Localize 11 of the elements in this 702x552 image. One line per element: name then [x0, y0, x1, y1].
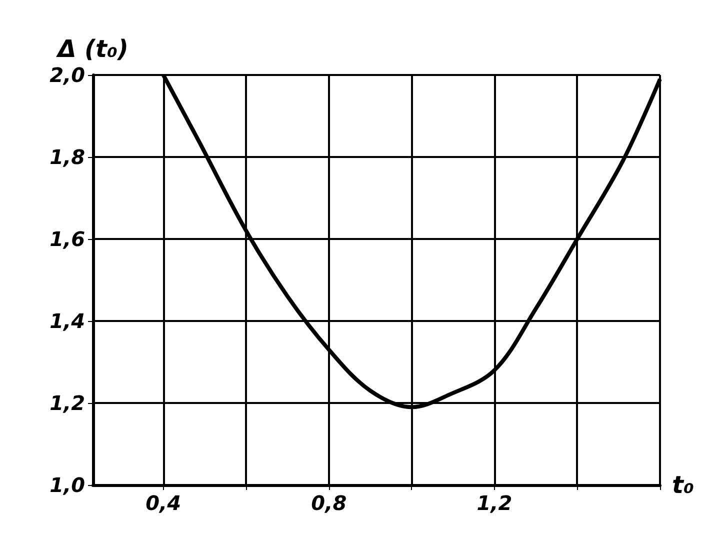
y-tick-label: 2,0	[50, 63, 86, 87]
x-tick-label: 1,2	[476, 491, 512, 515]
y-axis-title: Δ (t₀)	[56, 35, 128, 63]
x-axis-title: t₀	[672, 471, 694, 499]
y-tick-label: 1,8	[50, 145, 86, 169]
x-tick-label: 0,4	[146, 491, 182, 515]
x-tick-label: 0,8	[311, 491, 347, 515]
y-tick-label: 1,4	[50, 309, 85, 333]
y-tick-label: 1,6	[50, 227, 86, 251]
y-tick-label: 1,2	[50, 391, 85, 415]
y-tick-label: 1,0	[50, 473, 86, 497]
